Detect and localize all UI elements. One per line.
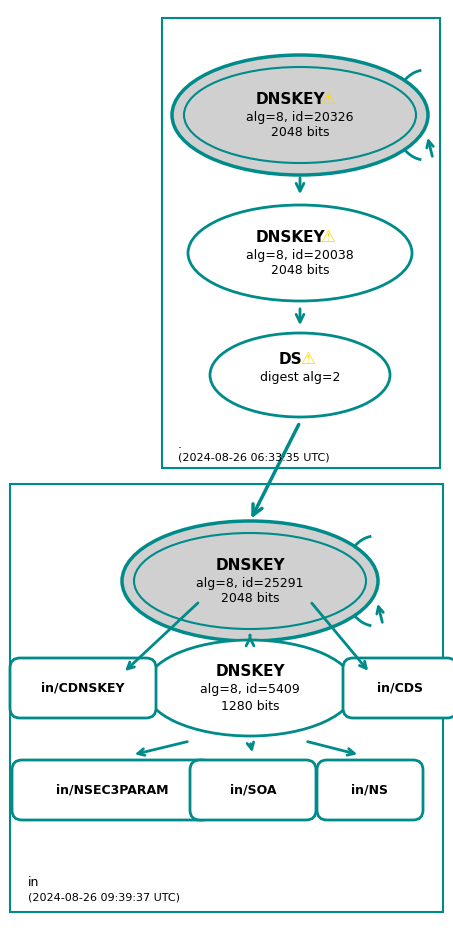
Text: DNSKEY: DNSKEY [215,558,285,573]
FancyBboxPatch shape [10,658,156,718]
Text: DNSKEY: DNSKEY [255,91,325,106]
Text: in/NSEC3PARAM: in/NSEC3PARAM [56,784,168,797]
Bar [10,484,443,912]
Text: alg=8, id=20326: alg=8, id=20326 [246,111,354,124]
Text: (2024-08-26 09:39:37 UTC): (2024-08-26 09:39:37 UTC) [28,892,180,902]
FancyBboxPatch shape [317,760,423,820]
Text: DNSKEY: DNSKEY [255,230,325,245]
FancyBboxPatch shape [12,760,212,820]
Text: ⚠: ⚠ [300,350,315,368]
Ellipse shape [210,333,390,417]
Text: in/CDNSKEY: in/CDNSKEY [41,681,125,695]
Bar [162,18,440,468]
Text: ⚠: ⚠ [321,228,335,246]
Text: .: . [178,439,182,452]
Text: (2024-08-26 06:33:35 UTC): (2024-08-26 06:33:35 UTC) [178,452,330,462]
FancyBboxPatch shape [190,760,316,820]
Text: in: in [28,875,39,888]
Text: alg=8, id=5409: alg=8, id=5409 [200,683,300,696]
Text: DS: DS [278,352,302,367]
Ellipse shape [134,533,366,629]
Ellipse shape [184,67,416,163]
Text: DNSKEY: DNSKEY [215,665,285,680]
Ellipse shape [172,55,428,175]
Text: alg=8, id=25291: alg=8, id=25291 [196,576,304,589]
Text: in/NS: in/NS [352,784,389,797]
Text: 2048 bits: 2048 bits [271,264,329,277]
Ellipse shape [145,640,355,736]
Text: in/CDS: in/CDS [377,681,423,695]
FancyBboxPatch shape [343,658,453,718]
Text: in/SOA: in/SOA [230,784,276,797]
Text: digest alg=2: digest alg=2 [260,371,340,384]
Text: alg=8, id=20038: alg=8, id=20038 [246,249,354,262]
Text: ⚠: ⚠ [321,90,335,108]
Ellipse shape [122,521,378,641]
Text: 2048 bits: 2048 bits [221,592,279,605]
Text: 1280 bits: 1280 bits [221,699,279,712]
Text: 2048 bits: 2048 bits [271,127,329,140]
Ellipse shape [188,205,412,301]
